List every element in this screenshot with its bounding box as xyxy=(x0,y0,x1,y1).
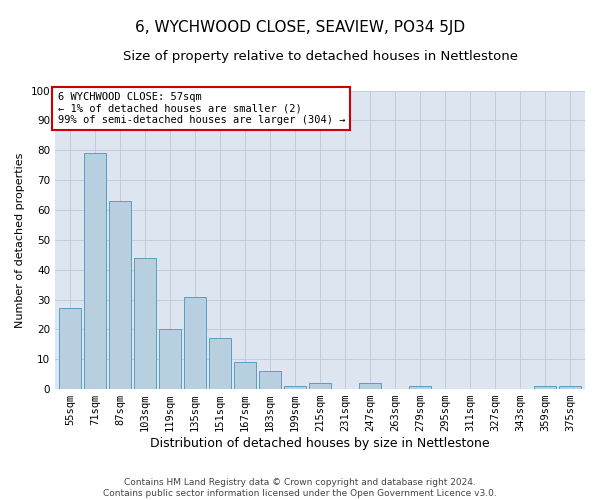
Bar xyxy=(310,383,331,389)
Bar xyxy=(134,258,155,389)
Bar xyxy=(160,330,181,389)
Bar xyxy=(235,362,256,389)
Text: 6, WYCHWOOD CLOSE, SEAVIEW, PO34 5JD: 6, WYCHWOOD CLOSE, SEAVIEW, PO34 5JD xyxy=(135,20,465,35)
Bar xyxy=(109,201,131,389)
X-axis label: Distribution of detached houses by size in Nettlestone: Distribution of detached houses by size … xyxy=(150,437,490,450)
Y-axis label: Number of detached properties: Number of detached properties xyxy=(15,152,25,328)
Bar xyxy=(259,371,281,389)
Bar xyxy=(284,386,305,389)
Bar xyxy=(535,386,556,389)
Bar xyxy=(184,296,206,389)
Text: 6 WYCHWOOD CLOSE: 57sqm
← 1% of detached houses are smaller (2)
99% of semi-deta: 6 WYCHWOOD CLOSE: 57sqm ← 1% of detached… xyxy=(58,92,345,125)
Bar xyxy=(559,386,581,389)
Title: Size of property relative to detached houses in Nettlestone: Size of property relative to detached ho… xyxy=(122,50,518,63)
Bar xyxy=(59,308,80,389)
Bar xyxy=(409,386,431,389)
Bar xyxy=(85,153,106,389)
Text: Contains HM Land Registry data © Crown copyright and database right 2024.
Contai: Contains HM Land Registry data © Crown c… xyxy=(103,478,497,498)
Bar xyxy=(359,383,380,389)
Bar xyxy=(209,338,230,389)
